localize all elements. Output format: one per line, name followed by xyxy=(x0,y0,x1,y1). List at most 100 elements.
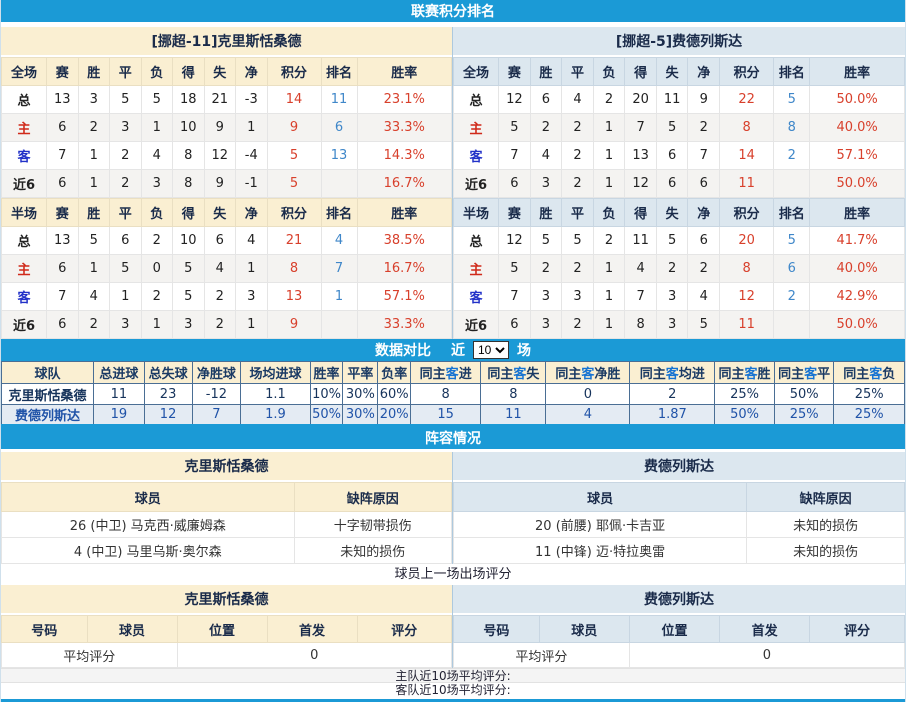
table-cell: 1 xyxy=(592,169,626,198)
table-cell: 7 xyxy=(498,282,531,311)
header-row: 全场赛胜平负得失净积分 排名 胜率 xyxy=(452,57,905,86)
table-cell: 4 xyxy=(235,226,268,255)
table-cell: 2 xyxy=(561,113,594,142)
header-row: 全场赛胜平负得失净积分 排名 胜率 xyxy=(1,57,452,86)
column-header: 积分 xyxy=(719,198,775,227)
table-cell: 2 xyxy=(561,310,594,339)
table-cell: 38.5% xyxy=(356,226,452,255)
table-cell: 客 xyxy=(1,282,47,311)
column-header: 平率 xyxy=(342,361,379,384)
table-cell: 8 xyxy=(624,310,657,339)
table-cell: 3 xyxy=(235,282,268,311)
table-cell: 5 xyxy=(655,113,689,142)
table-cell: 主 xyxy=(452,254,500,283)
table-cell: 10% xyxy=(309,383,344,405)
column-header: 球员 xyxy=(1,482,295,512)
table-cell: 3 xyxy=(172,310,205,339)
table-cell: 客 xyxy=(1,141,47,170)
column-header: 负率 xyxy=(377,361,411,384)
table-cell: 8 xyxy=(480,383,547,405)
table-row: 克里斯恬桑德 11 23 -12 1.1 10% 30% 60% 8 8 0 2 25% 50% 25% xyxy=(0,383,905,405)
home-halftime-table: 半场赛胜平负得失净积分 排名 胜率总 13 5 6 2 10 6 4 21 4 38.5% 主 6 1 5 0 5 4… xyxy=(1,198,452,339)
column-header: 总进球 xyxy=(93,361,145,384)
column-header: 评分 xyxy=(809,615,905,643)
table-cell: 1 xyxy=(109,282,142,311)
table-cell: 6 xyxy=(46,310,79,339)
away-avg-rating-value: 0 xyxy=(628,642,906,668)
table-cell: 5 xyxy=(498,113,531,142)
table-cell: 1 xyxy=(77,169,110,198)
table-cell: 客 xyxy=(452,282,500,311)
table-cell: 13 xyxy=(46,226,79,255)
table-cell: 2 xyxy=(561,169,594,198)
table-cell: 50% xyxy=(309,404,344,426)
recent-prefix-label: 近 xyxy=(451,343,465,359)
column-header: 负 xyxy=(592,198,626,227)
table-row: 近6 6 1 2 3 8 9 -1 5 16.7% xyxy=(1,169,452,198)
player-link[interactable]: 11 (中锋) 迈·特拉奥雷 xyxy=(452,537,748,564)
table-row: 20 (前腰) 耶佩·卡吉亚 未知的损伤 xyxy=(452,511,905,538)
column-header: 平 xyxy=(109,57,142,86)
table-cell: 8 xyxy=(719,113,775,142)
column-header: 赛 xyxy=(46,57,79,86)
table-cell: 6 xyxy=(109,226,142,255)
table-cell: 1 xyxy=(320,282,358,311)
table-row: 客 7 1 2 4 8 12 -4 5 13 14.3% xyxy=(1,141,452,170)
player-link[interactable]: 26 (中卫) 马克西·威廉姆森 xyxy=(1,511,295,538)
table-cell: 11 xyxy=(719,310,775,339)
table-cell xyxy=(320,169,358,198)
table-cell: 1.87 xyxy=(629,404,716,426)
column-header: 得 xyxy=(172,57,205,86)
column-header: 负 xyxy=(592,57,626,86)
table-cell: 4 xyxy=(624,254,657,283)
table-cell: 4 xyxy=(561,85,594,114)
column-header: 排名 xyxy=(773,57,811,86)
table-cell: -1 xyxy=(235,169,268,198)
table-cell: 3 xyxy=(140,169,173,198)
table-row: 近6 6 2 3 1 3 2 1 9 33.3% xyxy=(1,310,452,339)
column-header: 球员 xyxy=(452,482,748,512)
table-cell: 2 xyxy=(655,254,689,283)
table-cell: 2 xyxy=(592,226,626,255)
section-header-data-compare: 数据对比 近 10 场 xyxy=(1,339,905,361)
table-cell: 33.3% xyxy=(356,310,452,339)
header-row: 半场赛胜平负得失净积分 排名 胜率 xyxy=(452,198,905,227)
table-cell: 1 xyxy=(140,113,173,142)
table-cell: 总 xyxy=(452,226,500,255)
table-cell: 60% xyxy=(377,383,411,405)
table-cell: 6 xyxy=(498,310,531,339)
column-header: 失 xyxy=(203,57,236,86)
table-cell: 4 xyxy=(320,226,358,255)
header-row: 号码 球员 位置 首发 评分 xyxy=(1,615,452,643)
table-cell: 3 xyxy=(529,282,563,311)
column-header: 同主客进 xyxy=(409,361,482,384)
table-cell: 7 xyxy=(687,141,721,170)
table-cell: 2 xyxy=(529,254,563,283)
table-cell: 2 xyxy=(561,141,594,170)
table-cell: 5 xyxy=(140,85,173,114)
table-cell: 7 xyxy=(46,141,79,170)
header-row: 球队 总进球 总失球 净胜球 场均进球 胜率 平率 负率 同主客进 同主客失 同主客净胜 同主客均进同… xyxy=(0,361,905,384)
table-cell: 2 xyxy=(203,310,236,339)
table-cell: 主 xyxy=(1,113,47,142)
table-cell: 11 xyxy=(480,404,547,426)
table-cell: 14 xyxy=(719,141,775,170)
table-cell: 6 xyxy=(529,85,563,114)
column-header: 负 xyxy=(140,57,173,86)
table-cell: 2 xyxy=(203,282,236,311)
table-cell: 未知的损伤 xyxy=(293,537,452,564)
table-cell: 1 xyxy=(592,310,626,339)
column-header: 同主客净胜 xyxy=(545,361,631,384)
table-cell: 12 xyxy=(498,85,531,114)
column-header: 全场 xyxy=(452,57,500,86)
home-ratings-table: 号码 球员 位置 首发 评分 平均评分 0 xyxy=(1,615,452,668)
table-cell: 16.7% xyxy=(356,169,452,198)
recent-matches-select[interactable]: 10 xyxy=(473,341,509,359)
column-header: 胜 xyxy=(529,198,563,227)
table-row: 4 (中卫) 马里乌斯·奥尔森 未知的损伤 xyxy=(1,537,452,564)
player-link[interactable]: 20 (前腰) 耶佩·卡吉亚 xyxy=(452,511,748,538)
player-link[interactable]: 4 (中卫) 马里乌斯·奥尔森 xyxy=(1,537,295,564)
table-cell: 6 xyxy=(655,169,689,198)
table-cell: 57.1% xyxy=(809,141,905,170)
table-cell: 2 xyxy=(592,85,626,114)
